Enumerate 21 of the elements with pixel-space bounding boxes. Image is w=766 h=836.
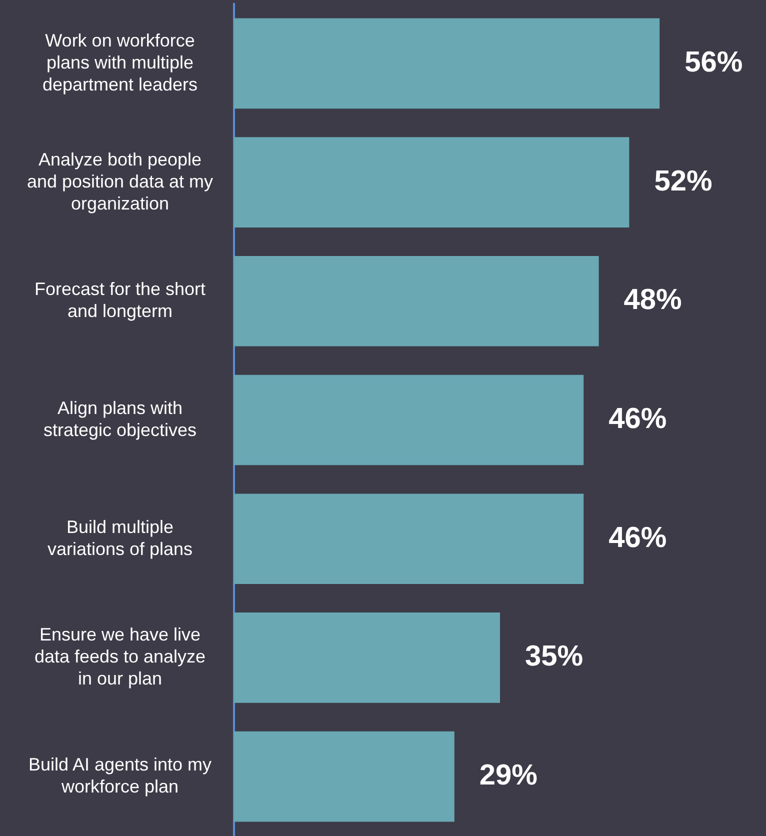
bar [234, 612, 500, 703]
bar [234, 137, 630, 228]
y-tick-label: Build AI agents into my workforce plan [28, 754, 212, 797]
y-tick-label: Build multiple variations of plans [47, 516, 193, 559]
data-label: 48% [624, 284, 682, 316]
bar [234, 374, 584, 466]
y-tick-label: Align plans with strategic objectives [43, 398, 197, 440]
y-tick-label: Ensure we have live data feeds to analyze in our plan [34, 624, 206, 689]
y-tick-label: Work on workforce plans with multiple department leaders [42, 30, 198, 94]
bar [234, 18, 660, 109]
data-label: 46% [608, 522, 667, 554]
y-tick-label: Forecast for the short and longterm [34, 279, 206, 322]
data-label: 46% [608, 403, 667, 435]
data-label: 35% [525, 640, 584, 673]
bar [234, 256, 599, 346]
y-tick-label: Analyze both people and position data at my organization [26, 149, 214, 214]
bar [234, 731, 454, 822]
data-label: 56% [684, 46, 743, 78]
data-label: 29% [479, 760, 538, 792]
data-label: 52% [654, 165, 712, 198]
bar [234, 494, 584, 584]
